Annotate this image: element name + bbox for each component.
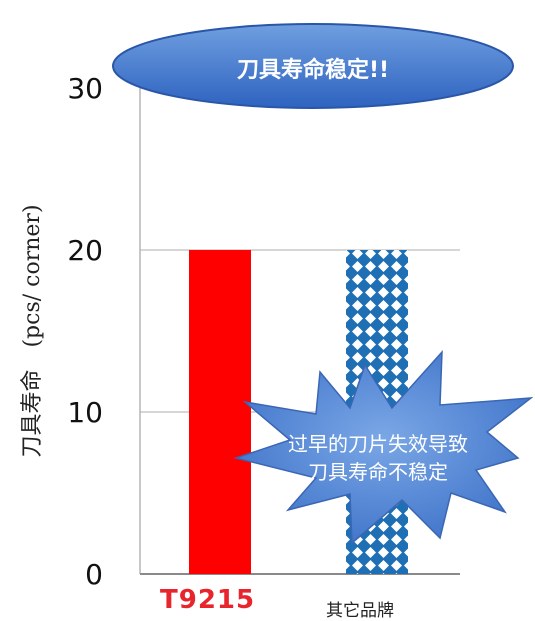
y-axis-label: 刀具寿命 (pcs/ corner) bbox=[20, 204, 45, 458]
y-tick-label: 0 bbox=[85, 558, 103, 591]
ellipse-annotation: 刀具寿命稳定!! bbox=[236, 58, 390, 83]
gridlines bbox=[140, 87, 460, 413]
burst-annotation: 过早的刀片失效导致 刀具寿命不稳定 bbox=[238, 430, 518, 486]
x-tick-label-t9215: T9215 bbox=[160, 585, 256, 615]
burst-annotation-line-2: 刀具寿命不稳定 bbox=[308, 460, 448, 484]
y-tick-label: 20 bbox=[67, 234, 103, 267]
callout-ellipse bbox=[112, 23, 514, 109]
y-tick-labels: 0 10 20 30 bbox=[67, 72, 103, 591]
x-tick-label-other-brand: 其它品牌 bbox=[326, 601, 394, 621]
bar-t9215 bbox=[189, 250, 251, 574]
y-tick-label: 30 bbox=[67, 72, 103, 105]
burst-annotation-line-1: 过早的刀片失效导致 bbox=[288, 432, 468, 456]
callout-burst bbox=[233, 349, 534, 545]
y-tick-label: 10 bbox=[67, 396, 103, 429]
